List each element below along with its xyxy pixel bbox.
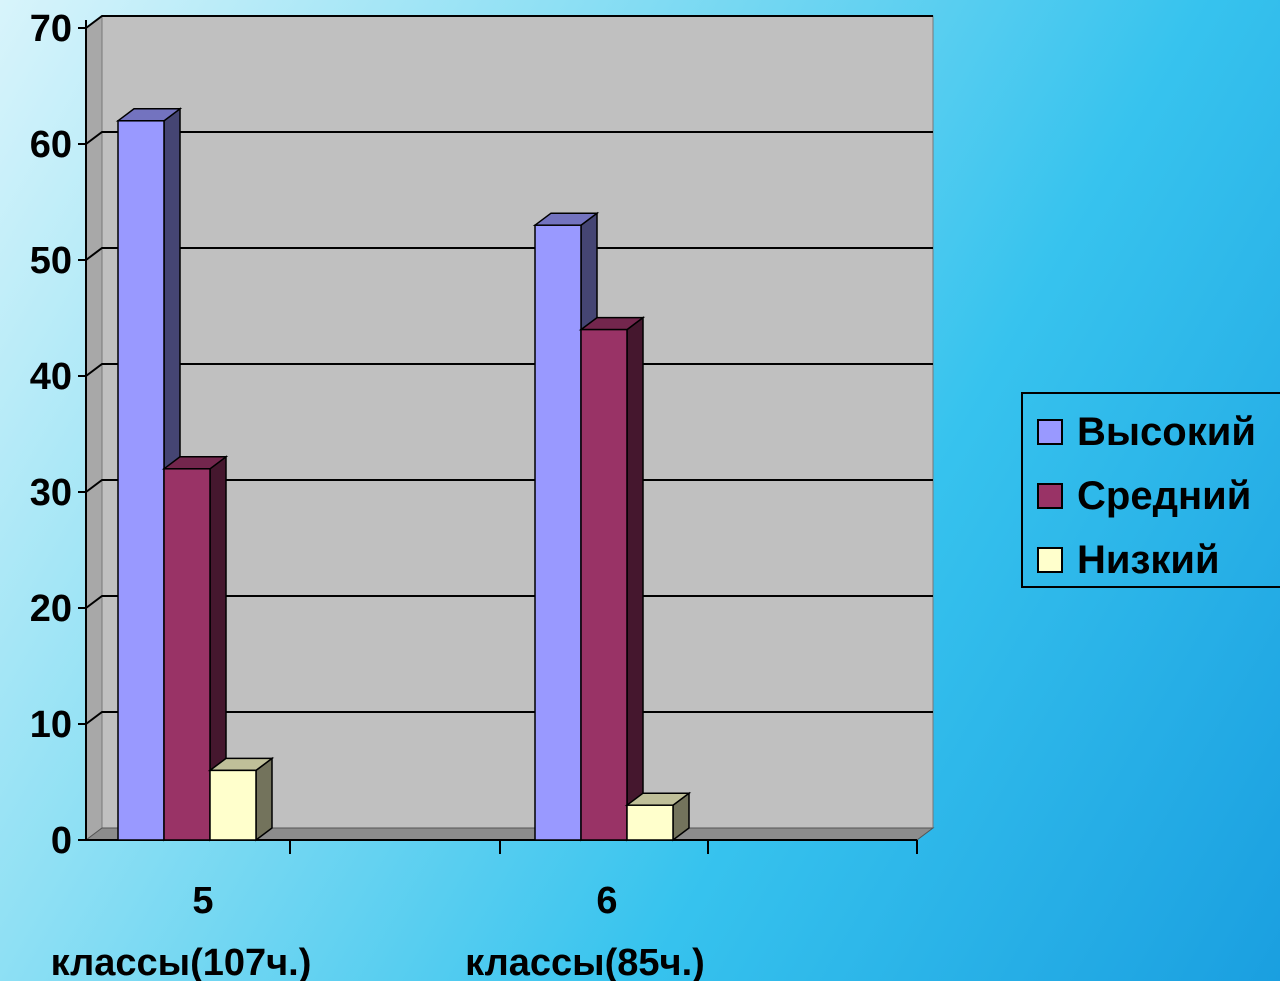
x-category-label-1-0: 6 (596, 880, 617, 922)
bar-1-0 (161, 455, 229, 842)
gridline (85, 479, 933, 493)
gridline (85, 595, 933, 609)
x-category-label-0-1: классы(107ч.) (51, 942, 312, 981)
y-tick-label: 20 (30, 588, 72, 630)
bar-1-1 (578, 316, 646, 842)
legend-label-high: Высокий (1077, 409, 1256, 454)
legend-label-medium: Средний (1077, 473, 1252, 518)
gridline (85, 247, 933, 261)
chart-side-wall (85, 15, 103, 841)
y-tick-label: 30 (30, 472, 72, 514)
y-tick-label: 50 (30, 240, 72, 282)
legend-swatch-low (1037, 547, 1063, 573)
chart-legend: Высокий Средний Низкий (1021, 392, 1280, 588)
y-tick-label: 70 (30, 8, 72, 50)
y-tick-label: 10 (30, 704, 72, 746)
gridline (85, 15, 933, 29)
bar-2-1 (624, 791, 692, 842)
x-category-label-1-1: классы(85ч.) (465, 942, 705, 981)
gridline (85, 711, 933, 725)
legend-swatch-high (1037, 419, 1063, 445)
x-category-label-0-0: 5 (192, 880, 213, 922)
legend-label-low: Низкий (1077, 537, 1220, 582)
chart-back-wall (101, 15, 934, 829)
legend-swatch-medium (1037, 483, 1063, 509)
gridline (85, 363, 933, 377)
y-tick-label: 0 (51, 820, 72, 862)
gridline (85, 131, 933, 145)
legend-item-high: Высокий (1037, 409, 1256, 454)
y-tick-label: 60 (30, 124, 72, 166)
y-tick-label: 40 (30, 356, 72, 398)
legend-item-medium: Средний (1037, 473, 1252, 518)
legend-item-low: Низкий (1037, 537, 1220, 582)
bar-2-0 (207, 756, 275, 842)
